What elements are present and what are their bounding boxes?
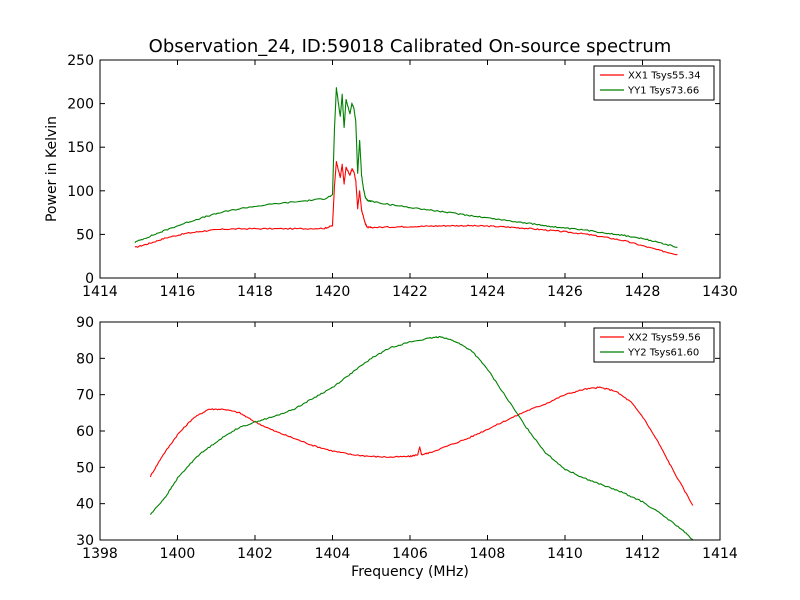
series-line-yy2 xyxy=(149,336,694,540)
y-axis-label: Power in Kelvin xyxy=(44,116,60,222)
legend-entry: XX1 Tsys55.34 xyxy=(628,71,701,82)
x-tick-label: 1404 xyxy=(315,546,351,562)
legend-box xyxy=(593,327,715,363)
x-tick-label: 1422 xyxy=(392,284,428,300)
y-tick-label: 150 xyxy=(67,140,94,156)
x-tick-label: 1406 xyxy=(392,546,428,562)
y-tick-label: 90 xyxy=(76,315,94,331)
y-tick-label: 200 xyxy=(67,97,94,113)
y-tick-label: 250 xyxy=(67,53,94,69)
y-tick-label: 80 xyxy=(76,351,94,367)
x-tick-label: 1412 xyxy=(625,546,661,562)
legend: XX1 Tsys55.34 YY1 Tsys73.66 xyxy=(593,65,715,101)
x-tick-label: 1428 xyxy=(625,284,661,300)
legend: XX2 Tsys59.56 YY2 Tsys61.60 xyxy=(593,327,715,363)
series-line-yy1 xyxy=(134,87,678,249)
figure-title: Observation_24, ID:59018 Calibrated On-s… xyxy=(149,36,672,57)
legend-entry: XX2 Tsys59.56 xyxy=(628,333,701,344)
top-plot: 1414 1416 1418 1420 1422 1424 1426 1428 1430 0 50 1… xyxy=(44,53,738,300)
x-tick-label: 1410 xyxy=(547,546,583,562)
x-tick-label: 1408 xyxy=(470,546,506,562)
y-tick-label: 30 xyxy=(76,533,94,549)
series-line-xx2 xyxy=(149,386,694,506)
x-tick-label: 1430 xyxy=(702,284,738,300)
x-axis-label: Frequency (MHz) xyxy=(351,564,469,580)
x-tick-label: 1402 xyxy=(237,546,273,562)
legend-entry: YY1 Tsys73.66 xyxy=(627,86,699,97)
y-tick-label: 70 xyxy=(76,388,94,404)
legend-box xyxy=(593,65,715,101)
x-tick-label: 1416 xyxy=(160,284,196,300)
x-tick-label: 1414 xyxy=(702,546,738,562)
y-tick-label: 40 xyxy=(76,497,94,513)
legend-entry: YY2 Tsys61.60 xyxy=(627,348,699,359)
x-tick-label: 1400 xyxy=(160,546,196,562)
x-tick-label: 1414 xyxy=(82,284,118,300)
y-tick-label: 0 xyxy=(85,271,94,287)
bottom-plot: 1398 1400 1402 1404 1406 1408 1410 1412 1414 30 40… xyxy=(76,315,738,580)
y-tick-label: 50 xyxy=(76,460,94,476)
series-line-xx1 xyxy=(134,161,678,256)
x-tick-label: 1424 xyxy=(470,284,506,300)
x-tick-label: 1398 xyxy=(82,546,118,562)
y-tick-label: 60 xyxy=(76,424,94,440)
x-tick-label: 1420 xyxy=(315,284,351,300)
y-tick-label: 50 xyxy=(76,227,94,243)
x-tick-label: 1418 xyxy=(237,284,273,300)
x-tick-label: 1426 xyxy=(547,284,583,300)
y-tick-label: 100 xyxy=(67,184,94,200)
